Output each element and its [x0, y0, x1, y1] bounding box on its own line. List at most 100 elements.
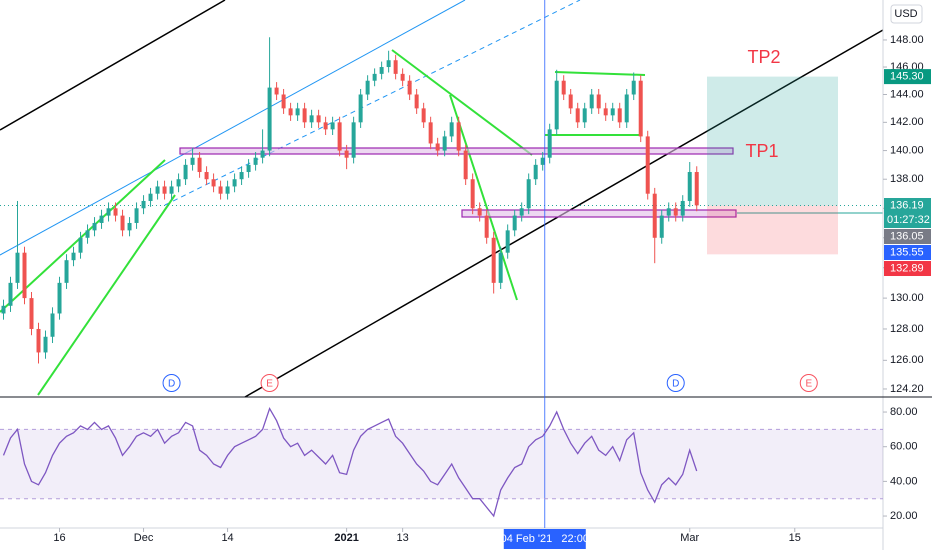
price-label: 145.30 [890, 71, 924, 83]
candle-body [8, 282, 13, 306]
candle-body [1, 305, 6, 314]
currency-box[interactable] [890, 4, 923, 24]
y-tick-label: 124.20 [890, 383, 924, 395]
candle-body [659, 215, 664, 238]
green-line [554, 71, 646, 76]
rsi-band [0, 429, 883, 499]
candle-body [435, 143, 440, 151]
candle-body [421, 108, 426, 123]
candle-body [302, 108, 307, 123]
candle-body [274, 87, 279, 95]
candle-body [463, 150, 468, 180]
candle-body [106, 208, 111, 216]
candle-body [372, 73, 377, 81]
candle-body [99, 215, 104, 223]
candle-body [673, 208, 678, 216]
candle-body [568, 94, 573, 109]
price-label: 135.55 [890, 246, 924, 258]
y-tick-label: 126.00 [890, 354, 924, 366]
candle-body [561, 80, 566, 95]
candle-body [519, 208, 524, 216]
candle-body [484, 215, 489, 238]
candle-body [225, 186, 230, 194]
candle-body [694, 172, 699, 206]
target-zone [707, 76, 838, 206]
candle-body [85, 230, 90, 238]
candle-body [197, 157, 202, 173]
candle-body [239, 172, 244, 180]
candle-body [169, 186, 174, 194]
candle-body [260, 150, 265, 158]
candle-body [92, 222, 97, 231]
tp2-label: TP2 [747, 47, 780, 67]
candle-body [71, 252, 76, 261]
stop-zone [707, 205, 838, 255]
candle-body [64, 260, 69, 283]
candle-body [267, 87, 272, 151]
price-label: 132.89 [890, 262, 924, 274]
candle-body [477, 208, 482, 216]
price-label: 136.05 [890, 230, 924, 242]
y-tick-label: 128.00 [890, 323, 924, 335]
event-marker [260, 374, 279, 392]
y-tick-label: 144.00 [890, 88, 924, 100]
candle-body [57, 282, 62, 314]
x-tick-label: 13 [397, 532, 409, 544]
candle-body [134, 208, 139, 223]
countdown: 01:27:32 [887, 214, 930, 226]
y-tick-label: 40.00 [890, 475, 918, 487]
candle-body [603, 108, 608, 116]
candle-body [155, 186, 160, 194]
candle-body [330, 122, 335, 130]
price-label-bg [884, 69, 931, 85]
candle-body [50, 313, 55, 337]
event-label: D [168, 379, 175, 390]
candle-body [442, 136, 447, 151]
zone-rect [179, 147, 734, 155]
event-marker [799, 374, 818, 392]
candle-body [22, 252, 27, 299]
event-marker [162, 374, 181, 392]
candle-body [638, 80, 643, 137]
candle-body [113, 208, 118, 216]
channel-line [0, 0, 466, 256]
candle-body [288, 108, 293, 116]
candle-body [547, 129, 552, 158]
candle-body [505, 230, 510, 253]
candle-body [29, 298, 34, 329]
x-tick-label: 16 [53, 532, 65, 544]
candle-body [666, 208, 671, 216]
candle-body [407, 80, 412, 95]
candle-body [596, 94, 601, 109]
price-label-bg [884, 198, 931, 229]
candle-body [204, 172, 209, 180]
y-tick-label: 142.00 [890, 116, 924, 128]
green-line [391, 49, 533, 156]
price-label-bg [884, 261, 931, 277]
candle-body [316, 115, 321, 123]
candle-body [470, 179, 475, 209]
candle-body [610, 108, 615, 116]
y-tick-label: 140.00 [890, 144, 924, 156]
x-tick-label: Mar [680, 532, 699, 544]
green-line [0, 159, 166, 313]
candle-body [449, 122, 454, 137]
candle-body [176, 179, 181, 187]
candle-body [400, 73, 405, 81]
candle-body [589, 94, 594, 109]
y-tick-label: 148.00 [890, 34, 924, 46]
candle-body [554, 80, 559, 130]
crosshair-label-bg [503, 529, 586, 549]
y-tick-label: 130.00 [890, 292, 924, 304]
candle-body [120, 215, 125, 231]
crosshair-label: 04 Feb '21 22:00 [501, 533, 589, 545]
green-line [37, 194, 176, 396]
candle-body [148, 193, 153, 201]
candle-body [512, 215, 517, 231]
x-tick-label: 2021 [334, 532, 358, 544]
candle-body [127, 222, 132, 231]
price-label-bg [884, 229, 931, 245]
zone-rect [461, 209, 737, 218]
candle-body [190, 157, 195, 165]
